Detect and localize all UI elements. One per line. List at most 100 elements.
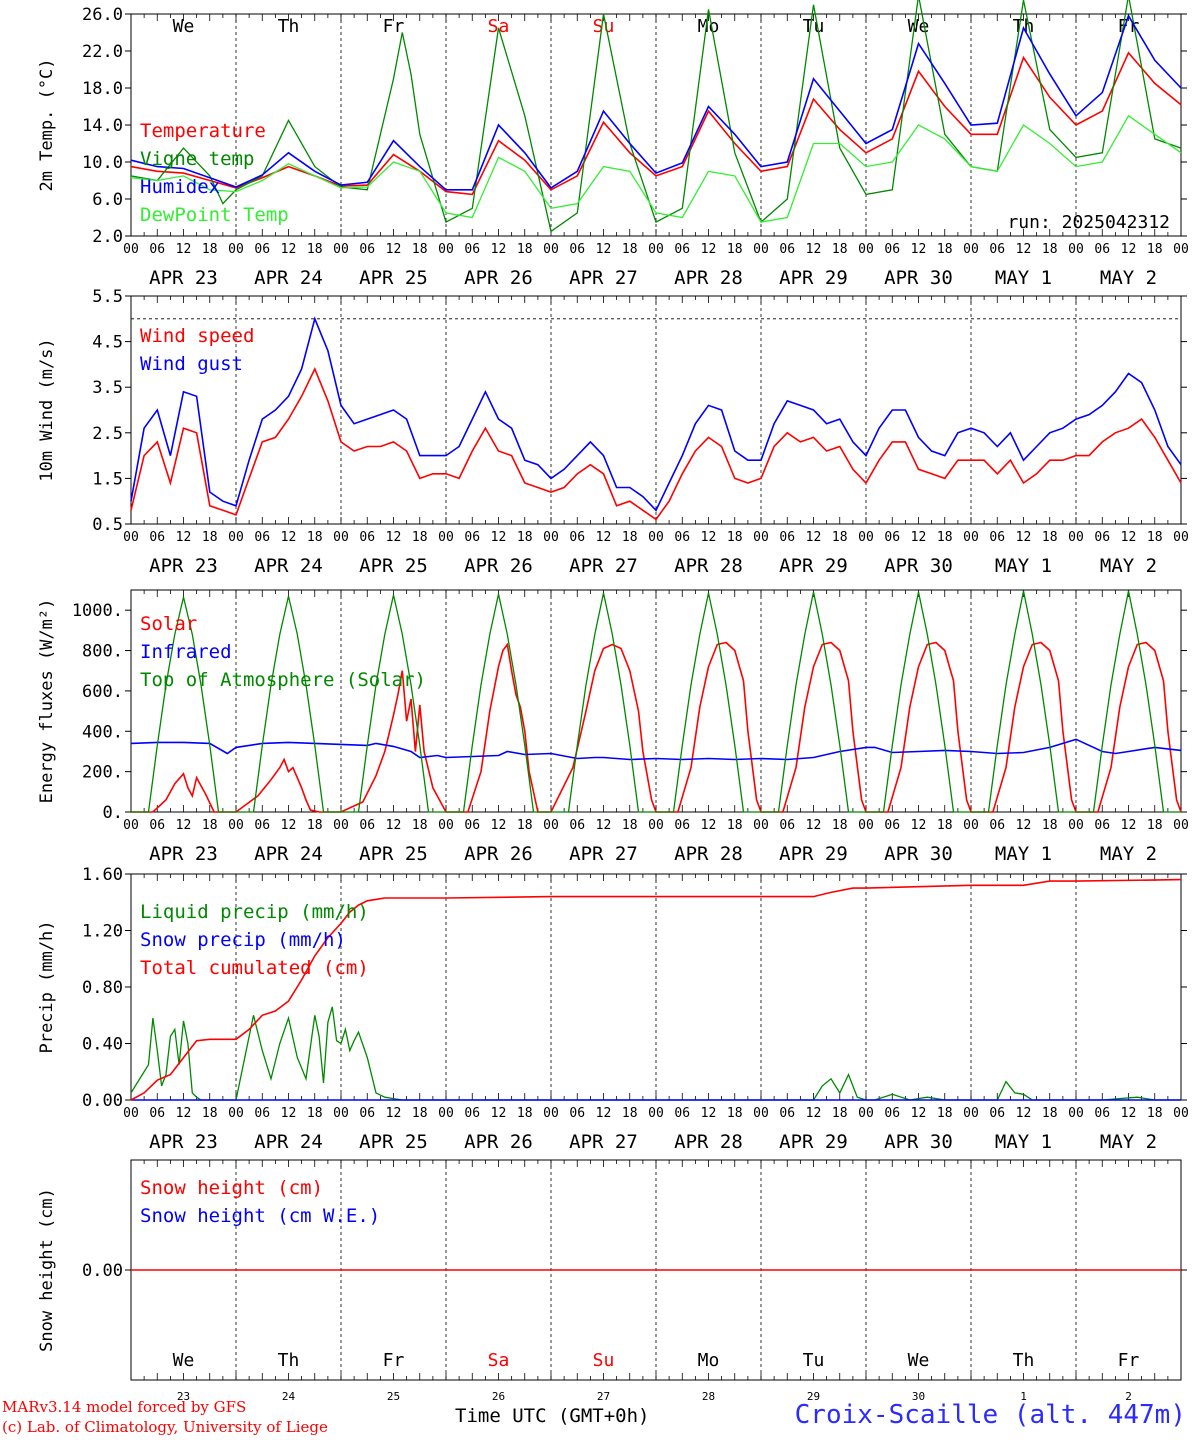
series-line-temperature [130, 51, 1182, 196]
y-tick-label: 0.5 [92, 515, 123, 535]
x-hour-label: 18 [202, 530, 218, 545]
x-date-label: APR 30 [884, 267, 953, 289]
day-number-label: 1 [1020, 1390, 1027, 1403]
time-axis-label: Time UTC (GMT+0h) [455, 1405, 650, 1427]
y-tick-label: 0. [103, 803, 123, 823]
x-hour-label: 12 [806, 530, 822, 545]
x-hour-label: 00 [753, 242, 769, 257]
day-number-label: 23 [177, 1390, 190, 1403]
x-date-label: APR 23 [149, 555, 218, 577]
x-hour-label: 12 [176, 818, 192, 833]
x-hour-label: 18 [832, 1106, 848, 1121]
x-hour-label: 00 [123, 1106, 139, 1121]
x-hour-label: 18 [937, 530, 953, 545]
x-hour-label: 18 [1147, 530, 1163, 545]
x-date-label: MAY 1 [995, 267, 1052, 289]
x-hour-label: 18 [1147, 1106, 1163, 1121]
weekday-label: Fr [383, 1350, 405, 1371]
x-hour-label: 06 [779, 1106, 795, 1121]
x-date-label: APR 30 [884, 1131, 953, 1153]
x-hour-label: 00 [228, 818, 244, 833]
x-hour-label: 06 [884, 818, 900, 833]
x-hour-label: 00 [963, 242, 979, 257]
x-hour-label: 00 [1173, 530, 1189, 545]
x-hour-label: 06 [779, 530, 795, 545]
x-hour-label: 12 [806, 242, 822, 257]
x-date-label: APR 29 [779, 267, 848, 289]
x-hour-label: 18 [832, 530, 848, 545]
x-hour-label: 18 [622, 1106, 638, 1121]
legend-entry: Total cumulated (cm) [140, 957, 369, 979]
x-hour-label: 12 [491, 818, 507, 833]
day-number-label: 28 [702, 1390, 715, 1403]
y-tick-label: 1.20 [82, 922, 123, 942]
x-date-label: APR 27 [569, 267, 638, 289]
weekday-label: Th [1013, 1350, 1035, 1371]
x-hour-label: 18 [937, 818, 953, 833]
x-hour-label: 06 [569, 1106, 585, 1121]
x-hour-label: 06 [674, 242, 690, 257]
x-hour-label: 12 [1016, 530, 1032, 545]
x-hour-label: 00 [648, 530, 664, 545]
x-hour-label: 18 [412, 530, 428, 545]
x-hour-label: 18 [622, 818, 638, 833]
y-tick-label: 3.5 [92, 378, 123, 398]
x-date-label: APR 28 [674, 555, 743, 577]
y-tick-label: 18.0 [82, 79, 123, 99]
x-hour-label: 06 [989, 1106, 1005, 1121]
x-hour-label: 00 [543, 818, 559, 833]
x-hour-label: 00 [123, 818, 139, 833]
x-hour-label: 12 [701, 242, 717, 257]
x-date-label: APR 23 [149, 267, 218, 289]
x-hour-label: 12 [701, 1106, 717, 1121]
x-hour-label: 18 [727, 530, 743, 545]
x-hour-label: 18 [937, 1106, 953, 1121]
x-hour-label: 00 [543, 1106, 559, 1121]
x-hour-label: 18 [307, 530, 323, 545]
x-hour-label: 12 [281, 818, 297, 833]
x-date-label: APR 23 [149, 843, 218, 865]
weekday-label: Fr [1118, 16, 1140, 37]
x-hour-label: 00 [963, 818, 979, 833]
x-hour-label: 12 [176, 1106, 192, 1121]
x-hour-label: 12 [596, 530, 612, 545]
y-tick-label: 0.00 [82, 1091, 123, 1111]
x-hour-label: 00 [858, 242, 874, 257]
weekday-label: Th [278, 16, 300, 37]
weekday-label: Tu [803, 16, 825, 37]
x-date-label: APR 27 [569, 843, 638, 865]
y-tick-label: 600. [82, 682, 123, 702]
x-hour-label: 12 [491, 242, 507, 257]
y-tick-label: 2.5 [92, 424, 123, 444]
x-date-label: APR 29 [779, 843, 848, 865]
x-date-label: APR 26 [464, 1131, 533, 1153]
weekday-label: We [173, 16, 195, 37]
x-date-label: MAY 1 [995, 555, 1052, 577]
x-hour-label: 00 [333, 530, 349, 545]
x-hour-label: 12 [1121, 242, 1137, 257]
x-hour-label: 00 [1068, 1106, 1084, 1121]
x-hour-label: 18 [832, 242, 848, 257]
x-hour-label: 18 [412, 242, 428, 257]
day-number-label: 27 [597, 1390, 610, 1403]
x-hour-label: 00 [1068, 818, 1084, 833]
x-hour-label: 12 [281, 530, 297, 545]
x-hour-label: 18 [1042, 818, 1058, 833]
y-tick-label: 1000. [72, 601, 123, 621]
x-date-label: MAY 1 [995, 843, 1052, 865]
x-hour-label: 00 [648, 818, 664, 833]
x-hour-label: 06 [149, 1106, 165, 1121]
series-line-wind-gust [130, 316, 1182, 512]
x-hour-label: 12 [176, 242, 192, 257]
x-date-label: MAY 2 [1100, 843, 1157, 865]
x-date-label: APR 24 [254, 267, 323, 289]
x-hour-label: 18 [412, 818, 428, 833]
x-hour-label: 18 [517, 530, 533, 545]
x-hour-label: 00 [123, 530, 139, 545]
x-hour-label: 06 [149, 818, 165, 833]
x-hour-label: 06 [359, 1106, 375, 1121]
x-hour-label: 06 [989, 242, 1005, 257]
x-hour-label: 18 [307, 242, 323, 257]
x-hour-label: 12 [701, 530, 717, 545]
